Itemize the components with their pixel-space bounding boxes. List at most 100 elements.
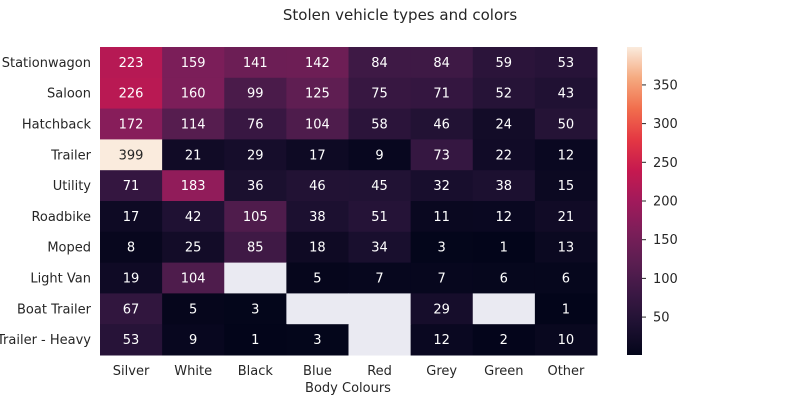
heatmap-cell xyxy=(410,108,474,140)
cell-value-label: 6 xyxy=(500,272,508,287)
cell-value-label: 3 xyxy=(438,241,446,256)
cell-value-label: 141 xyxy=(243,56,268,71)
cell-value-label: 43 xyxy=(558,87,575,102)
cell-value-label: 84 xyxy=(371,56,388,71)
heatmap-cell xyxy=(100,170,163,202)
heatmap-cell xyxy=(410,170,474,202)
cell-value-label: 12 xyxy=(433,333,450,348)
cell-value-label: 223 xyxy=(119,56,144,71)
cell-value-label: 9 xyxy=(375,148,383,163)
y-tick-label: Trailer - Heavy xyxy=(0,333,91,348)
cell-value-label: 45 xyxy=(371,179,388,194)
cell-value-label: 84 xyxy=(433,56,450,71)
heatmap-cell xyxy=(534,324,598,356)
heatmap-cell xyxy=(348,201,412,233)
heatmap-cell-missing xyxy=(348,324,412,356)
heatmap-cell xyxy=(224,293,287,325)
heatmap-cell xyxy=(224,77,287,110)
heatmap-cell xyxy=(534,201,598,233)
colorbar-tick-label: 200 xyxy=(653,195,678,210)
heatmap-cell xyxy=(472,201,536,233)
cell-value-label: 104 xyxy=(305,118,330,133)
heatmap-cell xyxy=(348,170,412,202)
cell-value-label: 160 xyxy=(181,87,206,102)
heatmap-cell xyxy=(348,108,412,140)
cell-value-label: 51 xyxy=(371,210,388,225)
y-tick-label: Trailer xyxy=(50,148,92,163)
heatmap-cell-missing xyxy=(348,293,412,325)
heatmap-cell xyxy=(534,77,598,110)
heatmap-cell xyxy=(472,77,536,110)
heatmap-cell xyxy=(162,170,225,202)
heatmap-cell xyxy=(162,108,225,140)
heatmap-cell xyxy=(534,262,598,294)
cell-value-label: 7 xyxy=(438,272,446,287)
cell-value-label: 183 xyxy=(181,179,206,194)
x-tick-label: Green xyxy=(484,364,523,379)
heatmap-cell xyxy=(286,201,349,233)
cell-value-label: 76 xyxy=(247,118,264,133)
heatmap-cell xyxy=(472,324,536,356)
chart-title: Stolen vehicle types and colors xyxy=(283,6,517,24)
y-tick-label: Utility xyxy=(53,179,92,194)
heatmap-cell xyxy=(224,108,287,140)
heatmap-cell xyxy=(162,293,225,325)
heatmap-cell xyxy=(410,231,474,264)
cell-value-label: 25 xyxy=(185,241,202,256)
x-tick-label: White xyxy=(174,364,212,379)
heatmap-cell xyxy=(472,108,536,140)
cell-value-label: 12 xyxy=(496,210,513,225)
heatmap-cell xyxy=(534,108,598,140)
heatmap-cell xyxy=(472,262,536,294)
heatmap-cell xyxy=(348,139,412,171)
heatmap-cell xyxy=(534,47,598,79)
cell-value-label: 36 xyxy=(247,179,264,194)
x-tick-label: Red xyxy=(367,364,392,379)
cell-value-label: 17 xyxy=(123,210,140,225)
heatmap-cell xyxy=(224,201,287,233)
heatmap-cell-missing xyxy=(286,293,349,325)
heatmap-cell xyxy=(100,108,163,140)
cell-value-label: 50 xyxy=(558,118,575,133)
cell-value-label: 399 xyxy=(119,148,144,163)
cell-value-label: 29 xyxy=(247,148,264,163)
cell-value-label: 71 xyxy=(123,179,140,194)
heatmap-cell xyxy=(410,139,474,171)
colorbar-tick-label: 50 xyxy=(653,311,670,326)
heatmap-cell xyxy=(100,324,163,356)
cell-value-label: 46 xyxy=(309,179,326,194)
cell-value-label: 7 xyxy=(375,272,383,287)
colorbar xyxy=(627,47,642,355)
y-tick-label: Saloon xyxy=(47,87,91,102)
cell-value-label: 99 xyxy=(247,87,264,102)
cell-value-label: 5 xyxy=(189,302,197,317)
heatmap-cell xyxy=(410,77,474,110)
cell-value-label: 1 xyxy=(562,302,570,317)
cell-value-label: 2 xyxy=(500,333,508,348)
heatmap-cell xyxy=(534,231,598,264)
heatmap-cell xyxy=(472,47,536,79)
cell-value-label: 75 xyxy=(371,87,388,102)
cell-value-label: 38 xyxy=(496,179,513,194)
cell-value-label: 5 xyxy=(313,272,321,287)
heatmap-cell xyxy=(100,231,163,264)
heatmap-cell xyxy=(100,139,163,171)
colorbar-tick-label: 150 xyxy=(653,233,678,248)
cell-value-label: 1 xyxy=(251,333,259,348)
colorbar-ticks: 50 100 150 200 250 300 350 xyxy=(642,78,678,326)
y-tick-label: Stationwagon xyxy=(2,56,91,71)
cell-value-label: 24 xyxy=(496,118,513,133)
cell-value-label: 114 xyxy=(181,118,206,133)
heatmap-cell xyxy=(410,201,474,233)
cell-value-label: 29 xyxy=(433,302,450,317)
cell-value-label: 22 xyxy=(496,148,513,163)
cell-value-label: 159 xyxy=(181,56,206,71)
heatmap-cell xyxy=(286,231,349,264)
heatmap-cell xyxy=(348,231,412,264)
cell-value-label: 11 xyxy=(433,210,450,225)
cell-value-label: 125 xyxy=(305,87,330,102)
y-tick-label: Boat Trailer xyxy=(17,302,92,317)
heatmap-cell xyxy=(348,262,412,294)
heatmap-cell xyxy=(348,47,412,79)
cell-value-label: 53 xyxy=(123,333,140,348)
